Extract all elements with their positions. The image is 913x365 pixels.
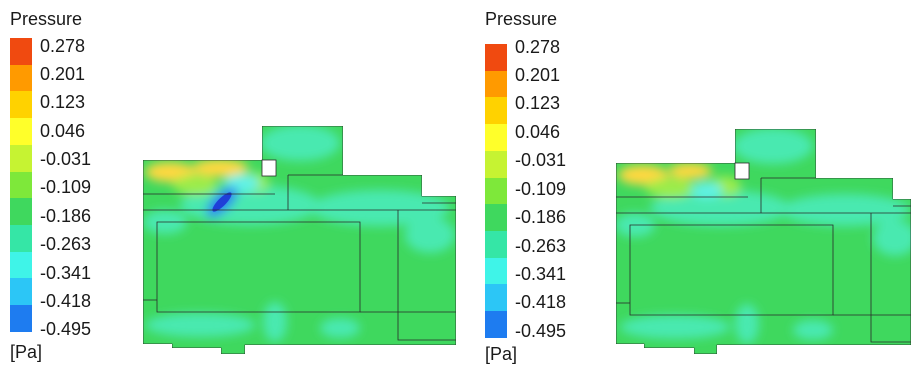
obstacle-notch <box>734 162 750 180</box>
scale-band-3 <box>10 91 32 119</box>
field-region <box>618 165 668 185</box>
field-region <box>260 126 340 161</box>
field-region <box>873 220 911 256</box>
domain-outline <box>143 126 456 354</box>
mesh-line <box>870 213 911 343</box>
scale-tick-label: -0.263 <box>515 236 567 256</box>
scale-band-7 <box>485 204 507 232</box>
scale-tick-label: 0.278 <box>40 36 86 56</box>
scale-tick-label: -0.031 <box>40 149 92 169</box>
scale-tick-label: 0.046 <box>40 121 86 141</box>
field-region <box>780 194 910 226</box>
scale-tick-label: 0.123 <box>40 92 86 112</box>
field-region <box>320 318 360 338</box>
scale-tick-label: -0.186 <box>515 207 567 227</box>
scale-band-3 <box>485 97 507 125</box>
pressure-contour-panel-left: Pressure 0.278 0.201 0.123 0.046 -0.031 … <box>10 9 456 362</box>
scale-tick-label: -0.341 <box>515 264 567 284</box>
pressure-contour-field <box>143 126 456 354</box>
scale-tick-label: -0.031 <box>515 150 567 170</box>
scale-band-4 <box>485 124 507 151</box>
field-region <box>733 129 813 164</box>
scale-band-5 <box>10 144 32 172</box>
pressure-contour-field <box>616 129 911 354</box>
field-region <box>405 217 455 253</box>
scale-tick-label: 0.201 <box>40 64 86 84</box>
scale-tick-label: 0.278 <box>515 37 561 57</box>
mesh-line <box>397 210 456 341</box>
scale-band-8 <box>10 225 32 252</box>
field-region <box>173 175 217 195</box>
scale-band-9 <box>10 251 32 279</box>
scale-band-10 <box>10 278 32 306</box>
color-scale-bar <box>10 38 32 332</box>
domain-outline <box>616 129 911 354</box>
field-region <box>310 190 450 226</box>
legend-title: Pressure <box>10 9 83 29</box>
scale-band-2 <box>485 70 507 98</box>
scale-band-10 <box>485 284 507 312</box>
scale-band-4 <box>10 118 32 145</box>
scale-tick-label: -0.495 <box>515 321 567 341</box>
field-region <box>646 178 694 198</box>
scale-tick-label: 0.123 <box>515 93 561 113</box>
scale-band-9 <box>485 257 507 285</box>
scale-tick-label: -0.109 <box>515 179 567 199</box>
scale-tick-label: -0.418 <box>40 291 92 311</box>
unit-label: [Pa] <box>485 344 518 364</box>
field-region <box>691 182 723 198</box>
field-region <box>620 315 730 339</box>
scale-band-1 <box>10 38 32 65</box>
obstacle-notch <box>261 159 277 177</box>
scale-tick-label: -0.418 <box>515 292 567 312</box>
scale-tick-label: -0.495 <box>40 319 92 339</box>
scale-band-11 <box>485 311 507 338</box>
scale-tick-label: -0.109 <box>40 177 92 197</box>
field-region <box>212 192 232 212</box>
color-scale-bar <box>485 44 507 338</box>
scale-band-2 <box>10 64 32 92</box>
field-region <box>650 190 790 226</box>
field-region <box>793 320 833 340</box>
scale-band-1 <box>485 44 507 71</box>
scale-band-6 <box>10 171 32 199</box>
pressure-contour-panel-right: Pressure 0.278 0.201 0.123 0.046 -0.031 … <box>475 0 913 365</box>
scale-band-11 <box>10 305 32 332</box>
scale-band-7 <box>10 198 32 226</box>
legend-title: Pressure <box>485 9 558 29</box>
field-region <box>735 304 759 344</box>
scale-tick-label: 0.046 <box>515 122 561 142</box>
field-region <box>192 159 248 177</box>
scale-band-5 <box>485 150 507 178</box>
field-region <box>263 302 287 342</box>
scale-tick-label: -0.263 <box>40 234 92 254</box>
field-region <box>145 313 255 337</box>
scale-tick-label: 0.201 <box>515 65 561 85</box>
scale-tick-label: -0.186 <box>40 206 92 226</box>
scale-tick-label: -0.341 <box>40 263 92 283</box>
scale-band-6 <box>485 177 507 205</box>
unit-label: [Pa] <box>10 342 43 362</box>
field-region <box>668 163 712 179</box>
scale-band-8 <box>485 231 507 258</box>
